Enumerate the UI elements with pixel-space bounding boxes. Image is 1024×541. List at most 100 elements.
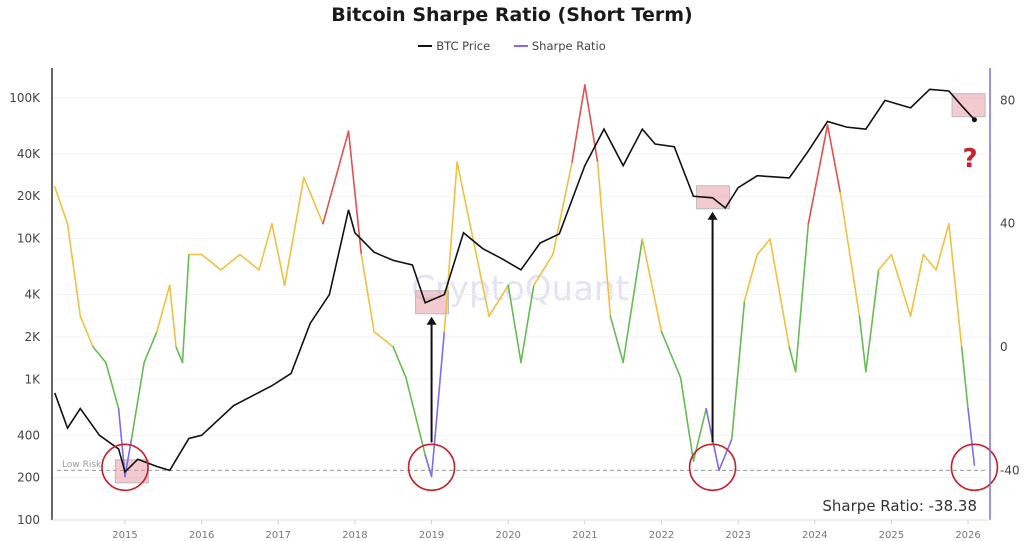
sharpe-ratio-segment [405, 377, 426, 456]
sharpe-ratio-segment [660, 330, 682, 379]
sharpe-ratio-segment [53, 185, 69, 225]
x-tick-label: 2022 [649, 530, 674, 541]
sharpe-ratio-segment [373, 330, 395, 348]
sharpe-ratio-segment [443, 161, 458, 333]
sharpe-ratio-segment [430, 330, 446, 478]
sharpe-ratio-segment [609, 315, 624, 364]
sharpe-ratio-segment [922, 253, 937, 271]
y-right-tick-label: 80 [1000, 93, 1015, 107]
y-left-tick-label: 10K [17, 232, 41, 246]
sharpe-ratio-segment [181, 253, 190, 364]
sharpe-ratio-segment [520, 284, 535, 364]
low-risk-circle [688, 443, 737, 492]
sharpe-ratio-segment [839, 192, 861, 317]
sharpe-ratio-segment [303, 176, 324, 225]
sharpe-ratio-segment [532, 253, 554, 287]
sharpe-ratio-segment [168, 284, 177, 348]
sharpe-ratio-segment [571, 84, 586, 163]
sharpe-ratio-segment [143, 330, 158, 364]
sharpe-ratio-segment [92, 346, 107, 364]
sharpe-ratio-segment [807, 124, 829, 225]
sharpe-ratio-segment [175, 346, 184, 364]
y-right-tick-label: 0 [1000, 340, 1008, 354]
x-tick-label: 2025 [879, 530, 904, 541]
y-left-tick-label: 4K [24, 288, 41, 302]
sharpe-ratio-segment [788, 346, 797, 373]
sharpe-ratio-segment [271, 222, 286, 287]
sharpe-ratio-segment [239, 253, 260, 271]
sharpe-ratio-segment [283, 176, 305, 287]
y-left-tick-label: 200 [17, 471, 40, 485]
arrow-head [426, 316, 437, 325]
btc-price-line [53, 88, 976, 474]
price-highlight-box [114, 459, 149, 484]
x-tick-label: 2024 [802, 530, 827, 541]
sharpe-ratio-segment [507, 284, 522, 364]
sharpe-ratio-segment [552, 161, 573, 256]
chart-title: Bitcoin Sharpe Ratio (Short Term) [331, 4, 693, 26]
btc-price-last-point [971, 117, 977, 123]
x-tick-label: 2021 [572, 530, 597, 541]
x-tick-label: 2026 [955, 530, 980, 541]
sharpe-ratio-segment [258, 222, 273, 271]
sharpe-ratio-segment [105, 361, 120, 410]
sharpe-ratio-segment [79, 315, 94, 348]
sharpe-ratio-segment [858, 315, 867, 373]
legend-label: Sharpe Ratio [531, 39, 606, 53]
sharpe-ratio-segment [948, 222, 963, 348]
sharpe-ratio-segment [360, 253, 375, 333]
sharpe-ratio-segment [66, 222, 82, 317]
sharpe-ratio-segment [935, 222, 950, 271]
sharpe-ratio-segment [424, 454, 433, 478]
sharpe-ratio-segment [130, 361, 145, 441]
x-tick-label: 2016 [189, 530, 214, 541]
sharpe-ratio-segment [322, 130, 350, 225]
sharpe-ratio-segment [347, 130, 363, 256]
x-tick-label: 2020 [495, 530, 520, 541]
sharpe-ratio-segment [826, 124, 842, 194]
low-risk-circle [950, 443, 999, 492]
legend-swatch [513, 45, 528, 47]
x-tick-label: 2019 [419, 530, 444, 541]
legend-label: BTC Price [436, 39, 491, 53]
sharpe-ratio-segment [641, 238, 663, 333]
legend-item-sharpe-ratio[interactable]: Sharpe Ratio [513, 39, 606, 53]
y-left-tick-label: 400 [17, 428, 40, 442]
legend: BTC Price Sharpe Ratio [0, 36, 1024, 53]
sharpe-ratio-segment [730, 299, 746, 441]
sharpe-ratio-segment [756, 238, 771, 256]
sharpe-ratio-segment [718, 438, 733, 472]
y-right-tick-label: 40 [1000, 217, 1015, 231]
y-left-tick-label: 100K [9, 91, 41, 105]
x-tick-label: 2023 [725, 530, 750, 541]
low-risk-label: Low Risk [62, 460, 102, 470]
y-left-tick-label: 40K [17, 147, 41, 161]
y-right-tick-label: -40 [1000, 463, 1020, 477]
sharpe-ratio-segment [909, 253, 925, 317]
y-left-tick-label: 2K [24, 330, 41, 344]
sharpe-readout: Sharpe Ratio: -38.38 [822, 497, 977, 515]
sharpe-ratio-segment [596, 161, 612, 317]
low-risk-circle [101, 443, 149, 492]
y-left-tick-label: 20K [17, 189, 41, 203]
sharpe-ratio-segment [865, 269, 880, 373]
sharpe-ratio-segment [890, 253, 912, 317]
x-tick-label: 2017 [266, 530, 291, 541]
sharpe-ratio-segment [584, 84, 599, 163]
sharpe-ratio-segment [200, 253, 222, 271]
sharpe-ratio-segment [967, 407, 976, 467]
sharpe-ratio-segment [679, 377, 695, 462]
sharpe-ratio-segment [743, 253, 759, 302]
sharpe-ratio-segment [156, 284, 171, 333]
sharpe-ratio-segment [794, 222, 810, 373]
y-left-tick-label: 1K [24, 372, 41, 386]
sharpe-ratio-segment [877, 253, 893, 271]
question-mark: ? [962, 144, 977, 174]
sharpe-ratio-segment [488, 284, 510, 317]
sharpe-ratio-segment [960, 346, 969, 410]
arrow-head [707, 211, 718, 220]
x-tick-label: 2018 [342, 530, 367, 541]
legend-item-btc-price[interactable]: BTC Price [418, 39, 490, 53]
sharpe-ratio-segment [392, 346, 407, 379]
low-risk-circle [407, 443, 456, 492]
